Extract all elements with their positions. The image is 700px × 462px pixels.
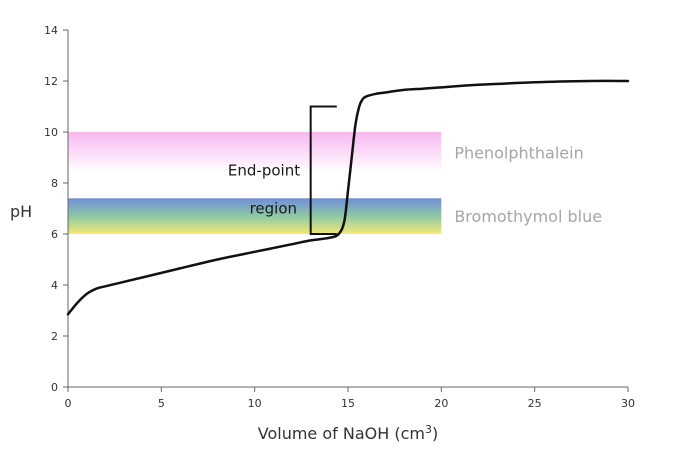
y-axis-title: pH [10, 202, 32, 221]
series-lines [66, 79, 630, 316]
y-tick-label: 12 [44, 75, 58, 88]
x-tick-label: 5 [158, 397, 165, 410]
region-label: region [250, 200, 297, 218]
y-tick-label: 6 [51, 228, 58, 241]
end-point-bracket [309, 105, 337, 235]
bromothymol-blue-band [68, 198, 442, 234]
x-tick-label: 20 [434, 397, 448, 410]
phenolphthalein-band [68, 132, 442, 173]
chart-labels: Phenolphthalein Bromothymol blue End-point… [228, 143, 602, 226]
x-axis-title-text: Volume of NaOH (cm [258, 424, 425, 443]
end-point-bracket-shape [309, 105, 337, 235]
y-tick-label: 4 [51, 279, 58, 292]
y-tick-label: 10 [44, 126, 58, 139]
x-axis-title-superscript: 3 [425, 423, 432, 436]
indicator-bands [68, 132, 442, 234]
bromothymol-blue-label: Bromothymol blue [454, 207, 602, 226]
tick-labels: 0 2 4 6 8 10 12 14 0 5 10 15 20 25 30 [44, 24, 635, 410]
y-tick-label: 2 [51, 330, 58, 343]
end-point-label: End-point [228, 161, 300, 179]
y-tick-label: 0 [51, 381, 58, 394]
x-tick-label: 25 [528, 397, 542, 410]
y-tick-label: 8 [51, 177, 58, 190]
x-tick-label: 10 [248, 397, 262, 410]
x-axis-title-suffix: ) [432, 424, 438, 443]
x-axis-title: Volume of NaOH (cm3) [258, 423, 438, 443]
y-tick-label: 14 [44, 24, 58, 37]
x-tick-label: 15 [341, 397, 355, 410]
phenolphthalein-label: Phenolphthalein [454, 143, 583, 162]
x-tick-label: 30 [621, 397, 635, 410]
titration-curve-line [66, 79, 630, 316]
x-tick-label: 0 [65, 397, 72, 410]
